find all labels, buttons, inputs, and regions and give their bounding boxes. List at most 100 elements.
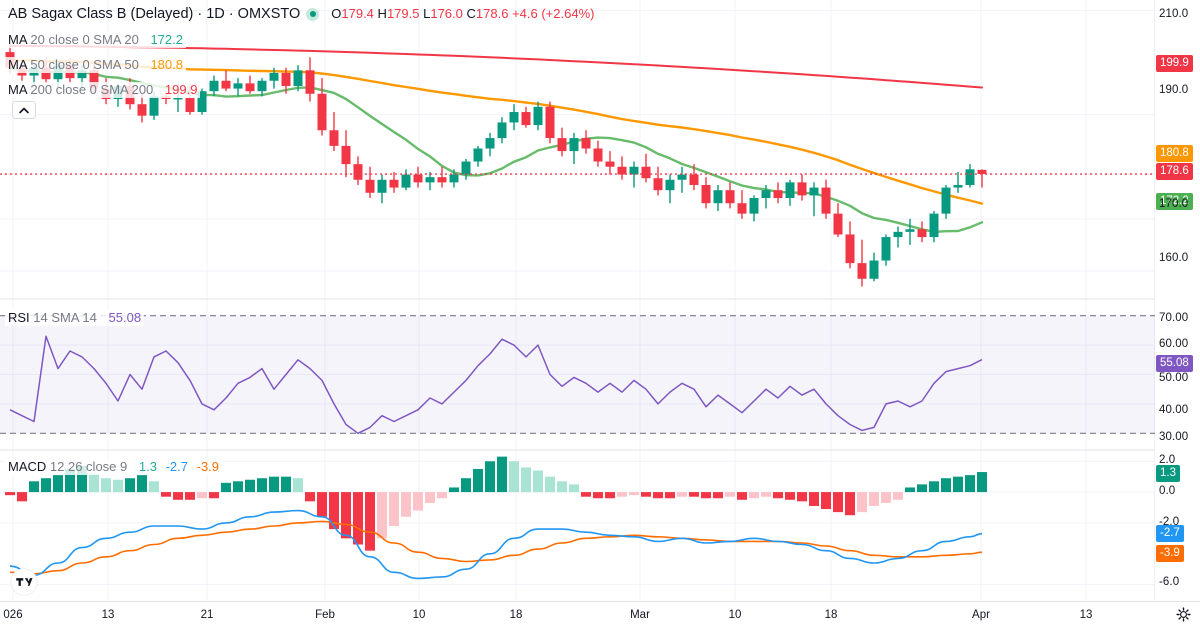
macd-histogram-bar (977, 472, 987, 493)
macd-histogram-bar (617, 492, 627, 497)
tradingview-logo[interactable] (10, 568, 38, 596)
legend-ma200[interactable]: MA 200 close 0 SMA 200 199.9 (5, 82, 201, 98)
macd-histogram-bar (329, 492, 339, 530)
macd-histogram-bar (425, 492, 435, 503)
candle-body (77, 70, 87, 79)
candle-body (701, 184, 711, 204)
macd-histogram-bar (305, 492, 315, 502)
macd-histogram-bar (677, 492, 687, 497)
rsi-band-fill (0, 315, 1155, 434)
macd-histogram-bar (725, 492, 735, 497)
macd-histogram-bar (893, 492, 903, 500)
candle-body (941, 187, 951, 214)
legend-ma20-params: 20 close 0 SMA 20 (30, 32, 139, 47)
candle-body (773, 190, 783, 198)
time-axis-tick: 10 (728, 609, 742, 621)
rsi-axis-tick: 70.00 (1159, 312, 1189, 324)
time-axis-tick: 13 (101, 609, 115, 621)
time-axis-tick: 10 (412, 609, 426, 621)
macd-histogram-bar (353, 492, 363, 545)
macd-histogram-bar (149, 481, 159, 493)
legend-ma20-value: 172.2 (150, 32, 183, 47)
macd-histogram-bar (101, 478, 111, 493)
macd-histogram-bar (497, 456, 507, 493)
price-axis-badge: 180.8 (1156, 145, 1193, 162)
candle-body (809, 187, 819, 196)
candle-body (857, 263, 867, 279)
candle-body (41, 67, 51, 80)
legend-rsi[interactable]: RSI 14 SMA 14 55.08 (5, 310, 145, 326)
macd-histogram-bar (653, 492, 663, 499)
chart-canvas[interactable] (0, 0, 1200, 601)
candle-body (605, 161, 615, 167)
price-axis[interactable]: 210.0 199.9 190.0 180.8 178.6 172.2 170.0 160.0… (1155, 0, 1200, 600)
macd-histogram-bar (869, 492, 879, 506)
macd-histogram-bar (713, 492, 723, 499)
macd-histogram-bar (821, 492, 831, 510)
candle-body (245, 83, 255, 92)
time-axis-tick: Feb (315, 609, 335, 621)
candle-body (353, 164, 363, 180)
price-axis-badge: 199.9 (1156, 55, 1193, 72)
rsi-axis-tick: 50.00 (1159, 372, 1189, 384)
rsi-line (9, 335, 983, 435)
macd-histogram-bar (953, 476, 963, 493)
macd-histogram-bar (317, 492, 327, 517)
macd-axis-tick: -6.0 (1159, 576, 1180, 588)
candle-body (953, 184, 963, 188)
candle-body (881, 237, 891, 261)
macd-histogram-bar (593, 492, 603, 499)
candle-body (185, 97, 195, 113)
candle-body (257, 80, 267, 92)
macd-histogram-bar (749, 492, 759, 499)
candle-body (269, 72, 279, 81)
legend-ma20[interactable]: MA 20 close 0 SMA 20 172.2 (5, 32, 186, 48)
candle-body (89, 70, 99, 89)
open-label: O (331, 6, 342, 21)
time-axis-tick: 026 (3, 609, 23, 621)
legend-ma50[interactable]: MA 50 close 0 SMA 50 180.8 (5, 57, 186, 73)
macd-histogram-bar (881, 492, 891, 503)
macd-histogram-bar (917, 484, 927, 493)
legend-macd-value-signal: -3.9 (196, 459, 220, 474)
price-axis-tick: 160.0 (1159, 252, 1189, 264)
collapse-legend-button[interactable] (12, 101, 36, 119)
macd-histogram-bar (41, 478, 51, 493)
time-axis[interactable]: 026 13 21 Feb 10 18 Mar 10 18 Apr 13 (0, 601, 1200, 630)
macd-histogram-bar (941, 478, 951, 493)
macd-histogram-bar (533, 470, 543, 493)
price-axis-badge: 172.2 (1156, 193, 1193, 210)
candle-body (473, 148, 483, 162)
close-value: 178.6 (475, 6, 509, 21)
chart-settings-button[interactable] (1176, 607, 1191, 622)
candle-body (461, 161, 471, 175)
candle-body (197, 91, 207, 113)
rsi-axis-tick: 40.00 (1159, 404, 1189, 416)
legend-macd[interactable]: MACD 12 26 close 9 1.3 -2.7 -3.9 (5, 459, 223, 475)
legend-rsi-params: 14 SMA 14 (33, 310, 97, 325)
candle-body (641, 166, 651, 179)
low-value: 176.0 (430, 6, 463, 21)
candle-body (653, 178, 663, 191)
legend-macd-params: 12 26 close 9 (49, 459, 128, 474)
candle-body (173, 97, 183, 100)
macd-histogram-bar (557, 481, 567, 493)
macd-histogram-bar (137, 475, 147, 493)
macd-histogram-bar (509, 461, 519, 493)
macd-histogram-bar (701, 492, 711, 499)
time-axis-tick: 13 (1079, 609, 1093, 621)
legend-macd-name: MACD (8, 459, 47, 474)
candle-body (449, 174, 459, 183)
candle-body (221, 80, 231, 89)
candle-body (569, 138, 579, 152)
legend-ma20-name: MA (8, 32, 27, 47)
macd-axis-tick: 2.0 (1159, 454, 1176, 466)
macd-histogram-bar (449, 487, 459, 493)
gear-icon (1176, 607, 1191, 622)
ma50-line (8, 58, 984, 205)
page-title[interactable]: AB Sagax Class B (Delayed) · 1D · OMXSTO (8, 6, 301, 22)
legend-macd-value-macd: -2.7 (165, 459, 188, 474)
price-axis-tick: 210.0 (1159, 8, 1189, 20)
candle-body (725, 190, 735, 204)
macd-histogram-bar (809, 492, 819, 506)
